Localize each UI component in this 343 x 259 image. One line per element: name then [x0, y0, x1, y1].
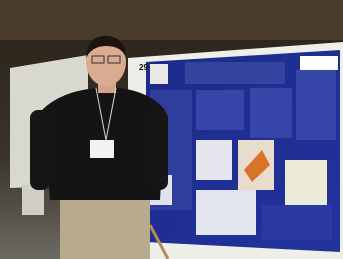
- poster-column: [250, 88, 292, 138]
- poster-column: [196, 90, 244, 130]
- page: {"poster": {"number": "29"}} 29: [0, 0, 343, 259]
- right-arm: [150, 110, 168, 190]
- name-badge: [90, 140, 114, 158]
- poster-logo: [150, 64, 168, 84]
- poster-title-block: [185, 62, 285, 84]
- poster-figure: [196, 140, 232, 180]
- poster-column: [262, 205, 332, 240]
- poster-banner: [300, 56, 338, 70]
- back-wall: [0, 0, 343, 40]
- poster-figure: [285, 160, 327, 205]
- poster-number: 29: [139, 63, 148, 72]
- pants: [60, 200, 150, 259]
- poster-figure: [196, 190, 256, 235]
- photo: 29: [0, 0, 343, 259]
- left-arm: [30, 110, 50, 190]
- poster-column: [296, 70, 336, 140]
